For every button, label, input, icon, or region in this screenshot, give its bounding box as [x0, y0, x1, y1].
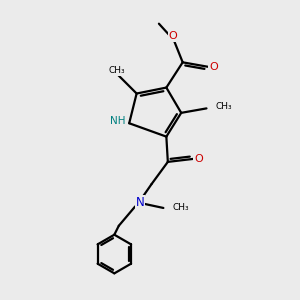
Text: O: O [169, 31, 178, 41]
Text: CH₃: CH₃ [173, 203, 190, 212]
Text: CH₃: CH₃ [109, 66, 126, 75]
Text: O: O [194, 154, 203, 164]
Text: NH: NH [110, 116, 126, 126]
Text: CH₃: CH₃ [216, 102, 232, 111]
Text: N: N [136, 196, 144, 208]
Text: O: O [209, 62, 218, 72]
